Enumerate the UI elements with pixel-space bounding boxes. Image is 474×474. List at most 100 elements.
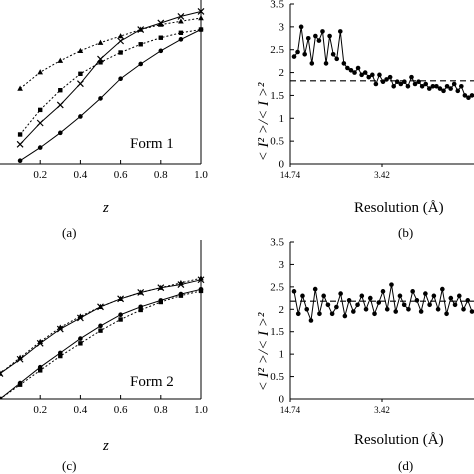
data-point-d — [317, 311, 322, 317]
data-point-d — [452, 302, 458, 308]
data-point-b — [316, 38, 322, 43]
plot-area-c — [0, 275, 205, 399]
x-tick-label-c: 0.8 — [154, 404, 168, 416]
data-point-a-1 — [117, 33, 124, 39]
data-point-b — [394, 79, 400, 85]
data-point-d — [461, 306, 466, 312]
data-point-b — [387, 74, 393, 80]
data-point-d — [304, 306, 310, 312]
data-point-c-3 — [78, 341, 83, 346]
x-tick-label-a: 0.4 — [74, 169, 88, 181]
data-point-b — [377, 72, 382, 78]
data-point-b — [384, 77, 389, 82]
data-point-d — [376, 300, 382, 305]
x-tick-label-a: 1.0 — [194, 169, 208, 181]
ylabel-b: < I² >/< I >² — [256, 82, 272, 161]
data-point-a-3 — [37, 145, 43, 150]
data-point-b — [444, 83, 450, 89]
data-point-b — [459, 83, 464, 89]
data-point-a-2 — [78, 71, 83, 76]
data-point-d — [325, 302, 331, 308]
data-point-a-1 — [17, 85, 23, 91]
data-point-a-3 — [98, 96, 103, 101]
data-point-d — [435, 306, 441, 312]
data-point-b — [380, 79, 386, 85]
data-point-d — [406, 306, 411, 312]
data-point-b — [419, 83, 425, 89]
data-point-c-1 — [178, 279, 184, 286]
data-point-d — [291, 289, 297, 294]
data-point-b — [298, 24, 304, 30]
data-point-a-0 — [197, 8, 205, 15]
data-point-d — [456, 293, 462, 299]
data-point-d — [410, 289, 415, 294]
y-tick-label-b: 3.5 — [270, 0, 284, 11]
data-point-c-3 — [38, 368, 43, 373]
data-point-d — [414, 298, 420, 303]
data-point-d — [338, 291, 343, 296]
data-point-b — [391, 83, 396, 89]
x-tick-label-c: 0.2 — [33, 404, 47, 416]
data-point-d — [334, 304, 339, 310]
data-point-d — [380, 289, 386, 294]
x-tick-label-a: 0.6 — [114, 169, 128, 181]
data-point-d — [431, 293, 437, 299]
data-point-c-2 — [78, 336, 83, 341]
data-point-d — [440, 286, 445, 292]
y-tick-label-b: 1 — [279, 113, 285, 125]
data-point-b — [302, 51, 307, 57]
y-tick-label-b: 1.5 — [270, 90, 284, 102]
data-point-b — [426, 86, 432, 91]
data-point-a-0 — [177, 12, 185, 20]
data-point-a-3 — [58, 130, 63, 136]
data-point-c-1 — [37, 338, 43, 344]
data-point-b — [373, 81, 379, 87]
data-point-d — [359, 293, 365, 299]
y-tick-label-b: 3 — [279, 21, 285, 33]
data-point-a-0 — [36, 119, 44, 127]
data-point-b — [320, 29, 325, 34]
data-point-b — [334, 56, 340, 62]
data-point-d — [342, 313, 348, 319]
data-point-c-1 — [97, 303, 104, 309]
data-point-d — [363, 306, 369, 312]
y-tick-label-d: 1 — [279, 349, 285, 361]
data-point-c-3 — [198, 288, 204, 294]
data-point-b — [409, 74, 414, 80]
form-label-a: Form 1 — [130, 136, 174, 152]
data-point-c-3 — [0, 396, 3, 399]
xlabel-a: z — [102, 200, 109, 216]
data-point-d — [469, 309, 474, 314]
data-point-b — [366, 74, 372, 80]
data-point-d — [308, 318, 314, 323]
data-point-c-1 — [0, 370, 3, 376]
data-point-d — [418, 309, 424, 314]
y-tick-label-d: 0 — [279, 394, 285, 406]
y-tick-label-d: 0.5 — [270, 371, 284, 383]
data-point-b — [345, 65, 350, 71]
x-tick-label-b: 14.74 — [280, 170, 301, 180]
data-point-d — [351, 309, 356, 314]
data-point-c-1 — [158, 284, 164, 290]
data-point-b — [305, 35, 311, 41]
data-point-c-1 — [17, 354, 23, 360]
data-point-a-2 — [38, 107, 43, 113]
data-point-c-1 — [117, 295, 124, 302]
series-line-a-1 — [19, 17, 202, 89]
data-point-b — [362, 70, 368, 75]
y-tick-label-b: 2.5 — [270, 44, 284, 56]
data-point-c-3 — [98, 328, 103, 333]
xlabel-b: Resolution (Å) — [354, 200, 444, 216]
data-point-d — [346, 298, 352, 303]
data-point-c-3 — [58, 353, 63, 359]
panel-label-a: (a) — [62, 225, 76, 240]
data-point-b — [359, 72, 364, 78]
panel-label-d: (d) — [398, 458, 413, 473]
data-point-d — [300, 293, 305, 299]
data-point-a-2 — [118, 50, 123, 55]
data-point-d — [321, 293, 326, 299]
data-point-a-1 — [77, 47, 84, 54]
data-point-b — [295, 49, 300, 55]
data-point-c-3 — [158, 299, 163, 305]
data-point-d — [372, 311, 377, 317]
